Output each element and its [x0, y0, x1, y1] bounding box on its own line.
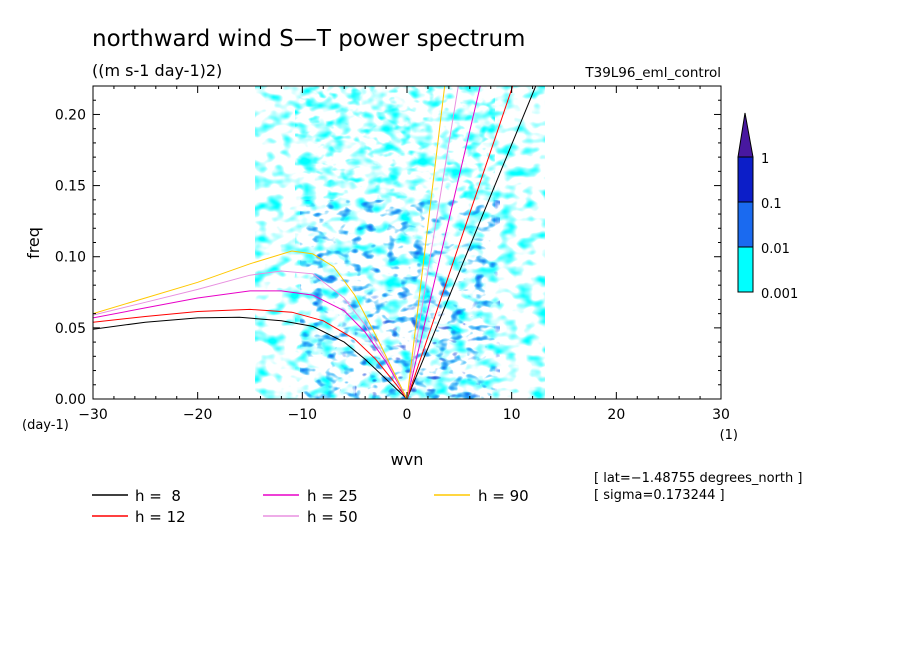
- chart-subtitle: ((m s-1 day-1)2): [92, 61, 222, 80]
- colorbar-label-1: 1: [761, 152, 769, 167]
- y-tick-label: 0.15: [55, 179, 86, 195]
- x-tick-label: −30: [78, 407, 108, 423]
- colorbar-extension: [737, 112, 754, 158]
- legend-label-h8: h = 8: [135, 487, 181, 505]
- x-tick-label: −20: [183, 407, 213, 423]
- x-axis-label: wvn: [391, 450, 424, 469]
- kelvin-line-h12: [406, 86, 514, 399]
- kelvin-line-h25: [406, 86, 481, 399]
- colorbar-label-0001: 0.001: [761, 287, 798, 302]
- x-tick-label: 10: [503, 407, 521, 423]
- x-tick-label: 20: [607, 407, 625, 423]
- colorbar-swatch-2: [737, 246, 754, 293]
- rossby-curve-h8: [93, 316, 408, 399]
- kelvin-line-h90: [406, 86, 446, 399]
- annotation-lat: [ lat=−1.48755 degrees_north ]: [594, 471, 802, 486]
- y-tick-label: 0.10: [55, 250, 86, 266]
- spectrum-contours: [255, 86, 545, 399]
- y-axis-label: freq: [24, 227, 43, 259]
- colorbar-swatch-1: [737, 201, 754, 248]
- rossby-curve-h25: [93, 290, 408, 399]
- y-tick-label: 0.20: [55, 107, 86, 123]
- kelvin-line-h50: [406, 86, 459, 399]
- annotation-sigma: [ sigma=0.173244 ]: [594, 488, 725, 503]
- chart-title: northward wind S—T power spectrum: [92, 26, 525, 52]
- colorbar-swatch-0: [737, 156, 754, 203]
- x-unit-label: (1): [720, 428, 738, 443]
- x-tick-label: 0: [403, 407, 412, 423]
- legend-label-h50: h = 50: [307, 508, 358, 526]
- x-tick-label: −10: [288, 407, 318, 423]
- y-unit-label: (day-1): [22, 418, 69, 433]
- rossby-curve-h12: [93, 308, 408, 399]
- axes: −30 −20 −10 0 10 20 30 0.00 0.05 0.10 0.15 0.20: [55, 86, 730, 423]
- kelvin-line-h8: [406, 86, 537, 399]
- legend: h = 8 h = 12 h = 25 h = 50 h = 90: [92, 487, 529, 526]
- legend-label-h12: h = 12: [135, 508, 186, 526]
- run-label: T39L96_eml_control: [584, 65, 721, 81]
- colorbar-label-01: 0.1: [761, 197, 782, 212]
- dispersion-curves: [93, 86, 537, 399]
- legend-label-h90: h = 90: [478, 487, 529, 505]
- legend-label-h25: h = 25: [307, 487, 358, 505]
- y-tick-label: 0.00: [55, 392, 86, 408]
- y-tick-label: 0.05: [55, 321, 86, 337]
- rossby-curve-h50: [93, 270, 408, 399]
- colorbar: 1 0.1 0.01 0.001: [737, 112, 798, 302]
- rossby-curve-h90: [93, 250, 408, 399]
- colorbar-label-001: 0.01: [761, 242, 790, 257]
- x-tick-label: 30: [712, 407, 730, 423]
